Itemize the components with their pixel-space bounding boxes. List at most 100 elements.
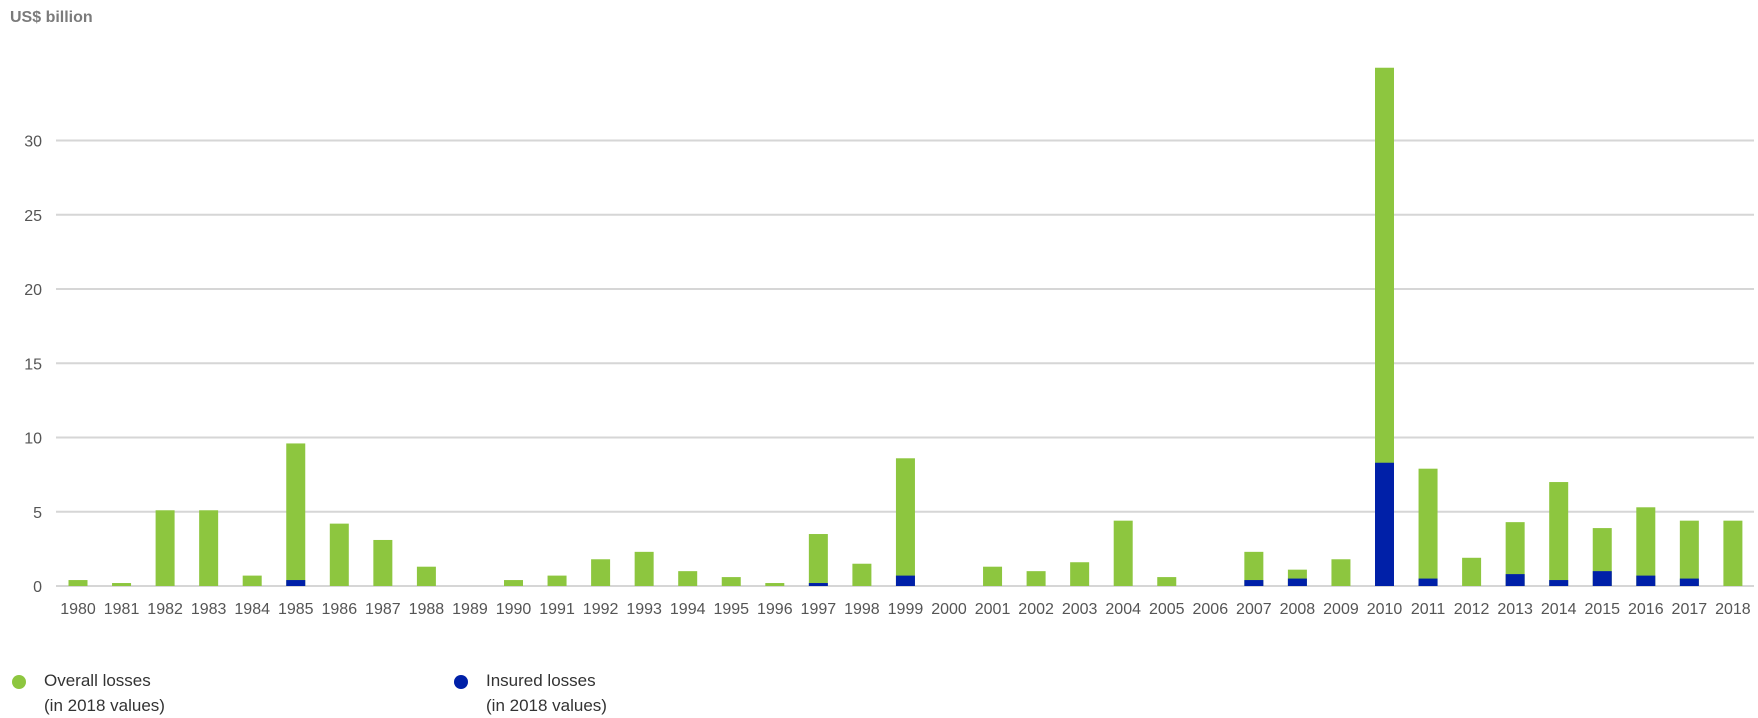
bar-insured-2010 (1375, 462, 1394, 586)
x-tick-label: 2006 (1193, 601, 1229, 618)
insured-losses-legend-dot (454, 675, 468, 689)
bar-overall-2009 (1331, 559, 1351, 586)
x-tick-label: 2014 (1541, 601, 1577, 618)
bar-insured-1985 (286, 580, 306, 586)
bar-overall-2017 (1679, 520, 1699, 586)
bar-overall-2018 (1723, 520, 1743, 586)
overall-losses-legend-sublabel: (in 2018 values) (44, 696, 165, 715)
x-tick-label: 2001 (975, 601, 1011, 618)
x-tick-label: 1986 (322, 601, 358, 618)
x-tick-label: 2009 (1323, 601, 1359, 618)
bar-overall-1983 (199, 510, 219, 586)
x-tick-label: 2011 (1411, 601, 1446, 618)
x-tick-label: 2018 (1715, 601, 1751, 618)
y-tick-label: 5 (33, 505, 42, 522)
insured-losses-legend-text: Insured losses (in 2018 values) (486, 668, 607, 718)
x-tick-label: 1997 (801, 601, 837, 618)
bar-overall-2011 (1418, 468, 1438, 586)
bar-overall-1996 (765, 583, 785, 586)
x-tick-label: 2016 (1628, 601, 1664, 618)
x-tick-label: 2010 (1367, 601, 1403, 618)
x-tick-label: 1985 (278, 601, 314, 618)
bar-overall-2003 (1070, 562, 1090, 586)
bar-overall-1980 (68, 580, 88, 586)
bar-overall-2002 (1026, 571, 1046, 586)
y-tick-label: 10 (24, 431, 42, 448)
bar-overall-1992 (591, 559, 611, 586)
bar-overall-1993 (634, 551, 654, 586)
x-tick-label: 2002 (1018, 601, 1054, 618)
bar-insured-2017 (1679, 578, 1699, 586)
bar-insured-2013 (1505, 574, 1525, 586)
x-tick-label: 2000 (931, 601, 967, 618)
x-tick-label: 2008 (1280, 601, 1316, 618)
x-tick-label: 1981 (104, 601, 140, 618)
x-tick-label: 1993 (626, 601, 662, 618)
bar-insured-2016 (1636, 575, 1656, 586)
x-tick-label: 1989 (452, 601, 488, 618)
x-tick-label: 1987 (365, 601, 401, 618)
bar-overall-2004 (1113, 520, 1133, 586)
bar-insured-2015 (1592, 571, 1612, 586)
x-tick-label: 2007 (1236, 601, 1272, 618)
bar-overall-1991 (547, 575, 567, 586)
bar-overall-1998 (852, 563, 872, 586)
bar-insured-1997 (808, 583, 828, 586)
bar-overall-1995 (721, 577, 741, 586)
bar-overall-1985 (286, 443, 306, 586)
bar-overall-1981 (112, 583, 132, 586)
bar-overall-1987 (373, 539, 393, 586)
overall-losses-legend-text: Overall losses (in 2018 values) (44, 668, 165, 718)
bar-overall-2016 (1636, 507, 1656, 586)
x-tick-label: 1991 (539, 601, 575, 618)
x-tick-label: 1984 (234, 601, 270, 618)
bar-overall-2013 (1505, 522, 1525, 586)
bar-insured-2011 (1418, 578, 1438, 586)
insured-losses-legend-sublabel: (in 2018 values) (486, 696, 607, 715)
bar-insured-1999 (895, 575, 915, 586)
bar-overall-1984 (242, 575, 262, 586)
y-tick-label: 20 (24, 282, 42, 299)
x-tick-label: 1994 (670, 601, 706, 618)
x-tick-label: 2017 (1672, 601, 1708, 618)
x-tick-label: 1995 (713, 601, 749, 618)
x-tick-label: 2012 (1454, 601, 1490, 618)
bars (68, 67, 1743, 587)
bar-overall-1982 (155, 510, 175, 586)
bar-overall-2007 (1244, 551, 1264, 586)
overall-losses-legend-dot (12, 675, 26, 689)
y-tick-label: 0 (33, 579, 42, 596)
bar-overall-2001 (983, 566, 1003, 586)
gridlines (56, 139, 1754, 587)
y-tick-label: 15 (24, 356, 42, 373)
bar-overall-2010 (1375, 67, 1394, 587)
x-tick-label: 1998 (844, 601, 880, 618)
bar-overall-2014 (1549, 482, 1569, 586)
bar-overall-2012 (1462, 557, 1482, 586)
bar-insured-2007 (1244, 580, 1264, 586)
x-tick-label: 1980 (60, 601, 96, 618)
x-tick-labels: 1980 1981 1982 1983 1984 1985 1986 1987 1988 1989… (60, 601, 1751, 618)
x-tick-label: 2015 (1584, 601, 1620, 618)
bar-overall-1999 (895, 458, 915, 586)
x-tick-label: 2013 (1497, 601, 1533, 618)
y-unit-label: US$ billion (10, 9, 93, 26)
bar-overall-1986 (329, 523, 349, 586)
x-tick-label: 1999 (888, 601, 924, 618)
bar-overall-1990 (504, 580, 523, 586)
x-tick-label: 1992 (583, 601, 619, 618)
x-tick-label: 1983 (191, 601, 227, 618)
y-tick-labels: 0 5 10 15 20 25 30 (24, 134, 42, 597)
x-tick-label: 1990 (496, 601, 532, 618)
bar-insured-2014 (1549, 580, 1569, 586)
bar-overall-1997 (808, 534, 828, 586)
bar-overall-1988 (416, 566, 436, 586)
x-tick-label: 2004 (1105, 601, 1141, 618)
bar-overall-2005 (1157, 577, 1177, 586)
x-tick-label: 2005 (1149, 601, 1185, 618)
y-tick-label: 30 (24, 134, 42, 151)
bar-overall-1994 (678, 571, 698, 586)
x-tick-label: 1996 (757, 601, 793, 618)
x-tick-label: 1988 (409, 601, 445, 618)
